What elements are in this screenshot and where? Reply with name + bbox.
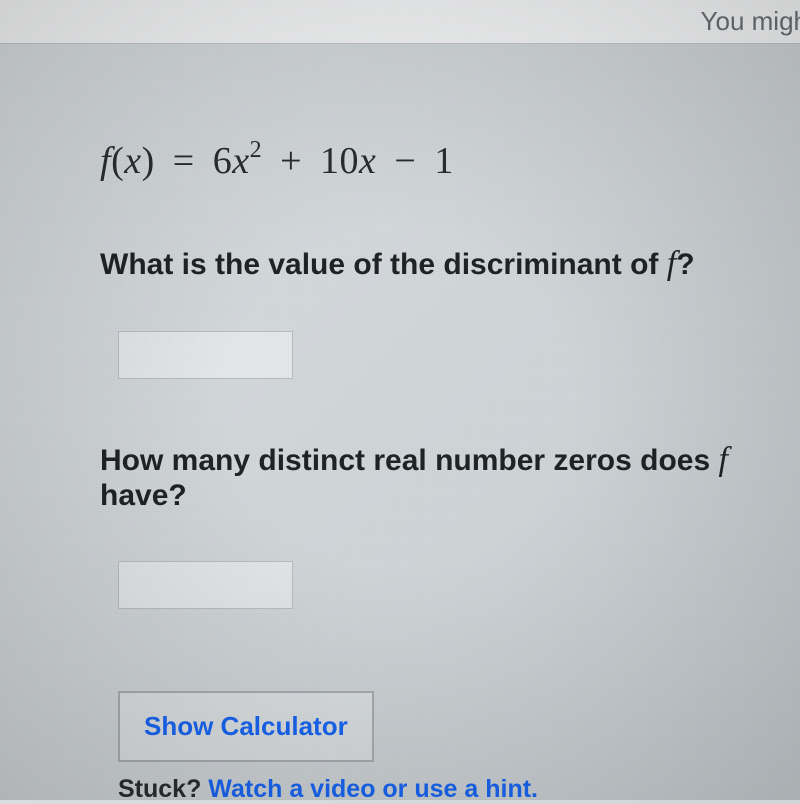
header-bar: You migh (0, 0, 800, 44)
question-2: How many distinct real number zeros does… (100, 441, 800, 513)
q1-var: f (667, 245, 676, 282)
eq-var1: x (232, 140, 249, 182)
eq-var2: x (359, 140, 376, 182)
q1-qmark: ? (676, 248, 694, 281)
header-hint-text: You migh (701, 6, 800, 37)
discriminant-input[interactable] (118, 331, 293, 379)
q1-text: What is the value of the discriminant of (100, 248, 667, 281)
eq-coef2: 10 (320, 140, 359, 182)
function-equation: f(x) = 6x2 + 10x − 1 (100, 139, 800, 183)
eq-const: 1 (434, 140, 454, 182)
q2-var: f (719, 441, 728, 478)
eq-var-lhs: x (124, 140, 141, 182)
eq-lparen: ( (111, 140, 124, 182)
eq-minus: − (394, 140, 416, 182)
eq-plus: + (280, 140, 302, 182)
eq-fn: f (100, 140, 111, 182)
eq-coef1: 6 (213, 140, 233, 182)
question-1: What is the value of the discriminant of… (100, 245, 800, 283)
exercise-content: f(x) = 6x2 + 10x − 1 What is the value o… (0, 44, 800, 800)
zeros-input[interactable] (118, 561, 293, 609)
stuck-pre: Stuck? (118, 775, 208, 803)
eq-rparen: ) (142, 140, 155, 182)
q2-text: How many distinct real number zeros does (100, 444, 719, 477)
stuck-link[interactable]: Watch a video or use a hint. (208, 775, 538, 803)
eq-exp1: 2 (250, 137, 263, 163)
eq-equals: = (173, 140, 195, 182)
q2-tail: have? (100, 479, 187, 512)
show-calculator-button[interactable]: Show Calculator (118, 691, 374, 762)
